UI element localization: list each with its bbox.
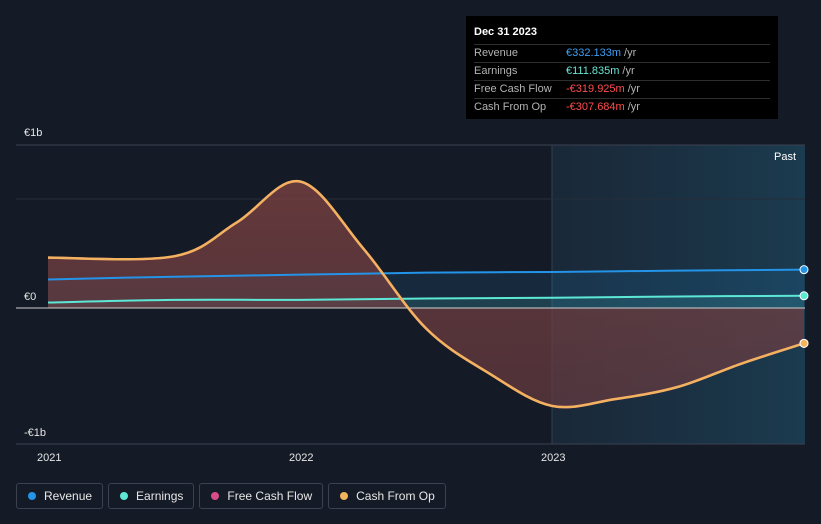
tooltip-unit: /yr [627,101,640,113]
y-tick-label: -€1b [24,427,46,439]
tooltip-value: €111.835m [566,65,620,77]
series-area-cash-from-op [48,181,804,408]
legend-dot-icon [211,492,220,500]
legend-label: Revenue [44,489,93,503]
tooltip-unit: /yr [622,65,635,77]
x-tick-label: 2022 [289,452,313,464]
legend-item-earnings[interactable]: Earnings [108,483,195,509]
tooltip-value: -€319.925m [566,83,625,95]
series-endpoint-cash-from-op [799,338,809,348]
tooltip-row-earnings: Earnings €111.835m /yr [474,62,770,80]
tooltip-value: €332.133m [566,47,622,59]
series-line-revenue [47,268,805,281]
tooltip-date: Dec 31 2023 [474,26,537,38]
legend-label: Earnings [136,489,184,503]
series-endpoint-earnings [799,291,809,301]
series-line-cash-from-op [47,180,805,409]
tooltip-label: Earnings [474,65,518,77]
legend-dot-icon [340,492,349,500]
legend-label: Free Cash Flow [227,489,313,503]
legend-dot-icon [120,492,129,500]
tooltip-label: Cash From Op [474,101,547,113]
tooltip-row-free-cash-flow: Free Cash Flow -€319.925m /yr [474,80,770,98]
chart-legend: Revenue Earnings Free Cash Flow Cash Fro… [16,483,446,511]
tooltip-value: -€307.684m [566,101,625,113]
legend-dot-icon [28,492,36,500]
series-line-earnings [47,294,805,304]
tooltip-unit: /yr [624,47,637,59]
legend-item-cash-from-op[interactable]: Cash From Op [328,483,446,509]
series-endpoint-revenue [799,265,809,275]
y-tick-label: €0 [24,291,36,303]
tooltip-label: Free Cash Flow [474,83,552,95]
legend-item-revenue[interactable]: Revenue [16,483,104,509]
data-tooltip: Dec 31 2023 Revenue €332.133m /yr Earnin… [466,16,778,119]
tooltip-row-cash-from-op: Cash From Op -€307.684m /yr [474,98,770,116]
tooltip-unit: /yr [627,83,640,95]
x-tick-label: 2023 [541,452,565,464]
y-tick-label: €1b [24,127,42,139]
x-tick-label: 2021 [37,452,61,464]
past-label: Past [774,151,796,163]
legend-label: Cash From Op [356,489,435,503]
tooltip-row-revenue: Revenue €332.133m /yr [474,44,770,62]
tooltip-label: Revenue [474,47,519,59]
legend-item-free-cash-flow[interactable]: Free Cash Flow [199,483,324,509]
